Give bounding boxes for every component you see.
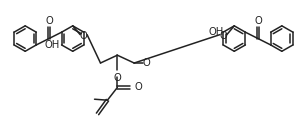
Text: O: O [114,73,121,83]
Text: OH: OH [209,27,224,37]
Text: O: O [80,31,87,41]
Text: O: O [142,58,150,68]
Text: O: O [134,82,142,92]
Text: O: O [254,16,262,26]
Text: O: O [45,16,53,26]
Text: O: O [220,31,227,41]
Text: OH: OH [44,40,60,50]
